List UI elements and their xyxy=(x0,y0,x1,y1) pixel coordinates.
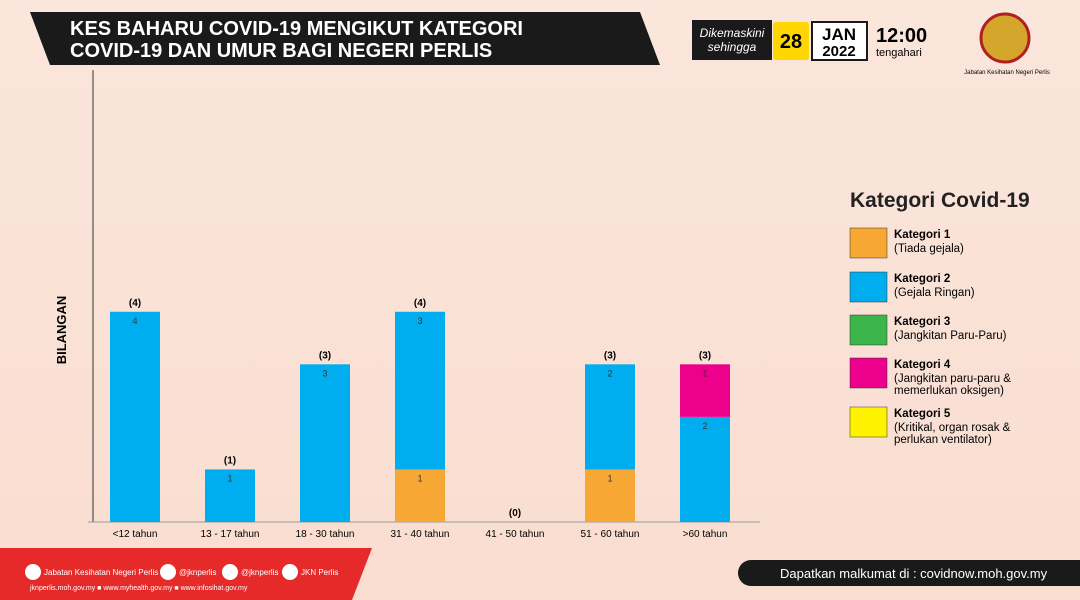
updated: Dikemaskini xyxy=(700,26,765,40)
segment-label: 3 xyxy=(322,368,327,378)
total-label: (3) xyxy=(604,350,616,361)
legend-description: (Kritikal, organ rosak & xyxy=(894,422,1011,434)
bar-segment xyxy=(110,311,160,522)
logo xyxy=(979,12,1031,64)
social-handle: @jknperlis xyxy=(179,568,216,577)
legend-description: (Tiada gejala) xyxy=(894,243,964,255)
bar-segment xyxy=(205,469,255,522)
bar-segment xyxy=(680,364,730,417)
social-icon xyxy=(222,564,238,580)
footer-banner xyxy=(0,548,372,600)
x-tick-label: 31 - 40 tahun xyxy=(391,529,450,540)
title: COVID-19 DAN UMUR BAGI NEGERI PERLIS xyxy=(70,40,492,62)
segment-label: 4 xyxy=(132,316,137,326)
legend-description: (Gejala Ringan) xyxy=(894,287,975,299)
segment-label: 2 xyxy=(702,421,707,431)
title-banner xyxy=(30,12,660,65)
total-label: (3) xyxy=(699,350,711,361)
day-box xyxy=(773,22,809,60)
segment-label: 1 xyxy=(607,473,612,483)
bar-segment xyxy=(585,469,635,522)
logo-caption: Jabatan Kesihatan Negeri Perlis xyxy=(964,70,1050,76)
month: JAN xyxy=(822,25,856,44)
x-tick-label: >60 tahun xyxy=(683,529,728,540)
bar-segment xyxy=(395,311,445,470)
legend-title: Kategori Covid-19 xyxy=(850,189,1030,212)
date-box xyxy=(692,20,772,60)
bar-segment xyxy=(585,364,635,470)
social-icon xyxy=(25,564,41,580)
month-box xyxy=(811,21,868,61)
legend-name: Kategori 1 xyxy=(894,229,951,241)
legend-name: Kategori 2 xyxy=(894,273,950,285)
legend-name: Kategori 3 xyxy=(894,316,950,328)
total-label: (3) xyxy=(319,350,331,361)
x-tick-label: 41 - 50 tahun xyxy=(486,529,545,540)
legend-description: (Jangkitan Paru-Paru) xyxy=(894,330,1007,342)
y-label: BILANGAN xyxy=(54,296,69,365)
title: KES BAHARU COVID-19 MENGIKUT KATEGORI xyxy=(70,18,523,40)
social-handle: Jabatan Kesihatan Negeri Perlis xyxy=(44,568,158,577)
bar-segment xyxy=(680,416,730,522)
x-tick-label: <12 tahun xyxy=(113,529,158,540)
legend-description: memerlukan oksigen) xyxy=(894,385,1004,397)
info-pill xyxy=(738,560,1080,586)
total-label: (4) xyxy=(414,298,426,309)
info: Dapatkan malkumat di : covidnow.moh.gov.… xyxy=(780,566,1048,581)
social-icon xyxy=(282,564,298,580)
x-tick-label: 18 - 30 tahun xyxy=(296,529,355,540)
social-handle: JKN Perlis xyxy=(301,568,338,577)
segment-label: 2 xyxy=(607,368,612,378)
time-note: tengahari xyxy=(876,47,922,59)
year: 2022 xyxy=(822,43,855,60)
legend-description: (Jangkitan paru-paru & xyxy=(894,373,1011,385)
links: jknperlis.moh.gov.my ■ www.myhealth.gov.… xyxy=(29,585,248,592)
segment-label: 1 xyxy=(702,368,707,378)
legend: Kategori 1 (Tiada gejala) Kategori 2 (Gejal… xyxy=(849,227,1011,446)
bar-segment xyxy=(395,469,445,522)
social-icon xyxy=(160,564,176,580)
legend-swatch xyxy=(849,406,888,438)
social-handle: @jknperlis xyxy=(241,568,278,577)
bar-segment xyxy=(300,364,350,522)
total-label: (0) xyxy=(509,508,521,519)
legend-swatch xyxy=(849,314,888,346)
legend-swatch xyxy=(849,357,888,389)
total-label: (4) xyxy=(129,298,141,309)
segment-label: 1 xyxy=(417,473,422,483)
legend-swatch xyxy=(849,227,888,259)
updated: sehingga xyxy=(708,40,757,54)
legend-name: Kategori 4 xyxy=(894,359,951,371)
legend-description: perlukan ventilator) xyxy=(894,434,992,446)
x-tick-label: 13 - 17 tahun xyxy=(201,529,260,540)
legend-swatch xyxy=(849,271,888,303)
time: 12:00 xyxy=(876,25,927,47)
total-label: (1) xyxy=(224,455,236,466)
social: Jabatan Kesihatan Negeri Perlis @jknperli… xyxy=(25,564,338,580)
segment-label: 1 xyxy=(227,473,232,483)
bars: 4 (4) <12 tahun 1 (1) 13 - 17 tahun 3 (3) 18 - 3… xyxy=(110,298,730,540)
legend-name: Kategori 5 xyxy=(894,408,951,420)
day: 28 xyxy=(780,31,802,53)
segment-label: 3 xyxy=(417,316,422,326)
x-tick-label: 51 - 60 tahun xyxy=(581,529,640,540)
